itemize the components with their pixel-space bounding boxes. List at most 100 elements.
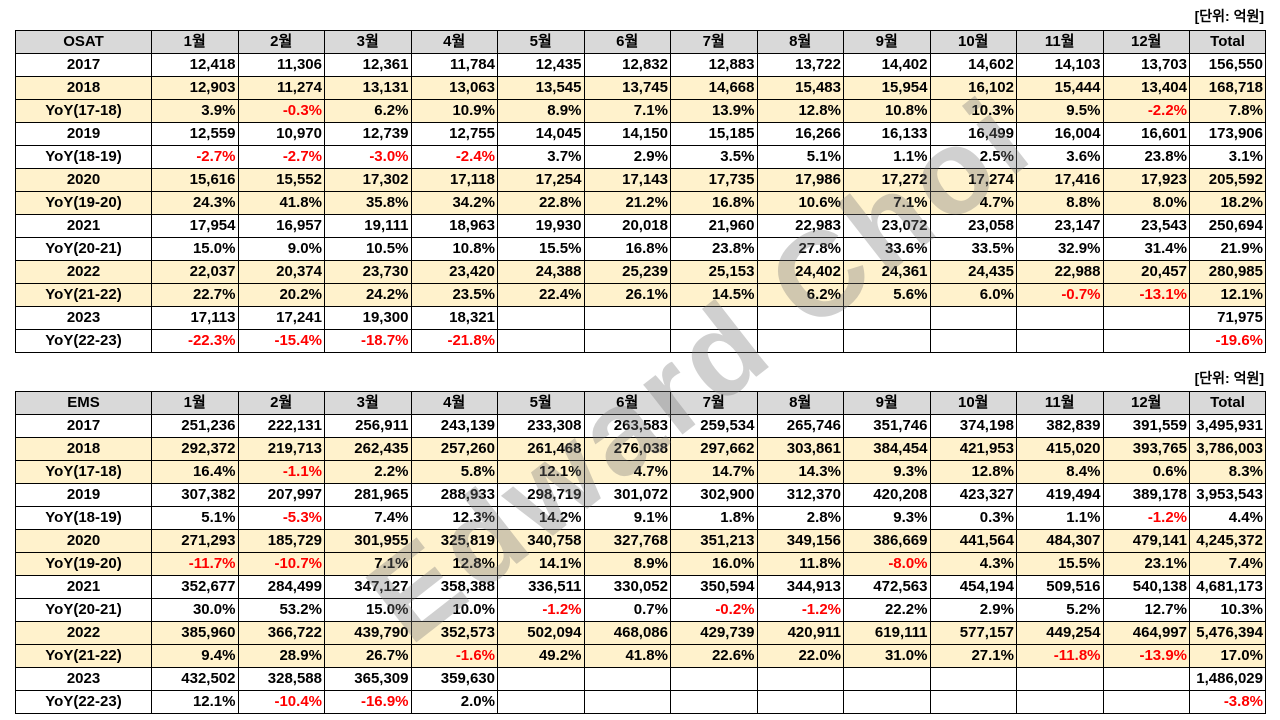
month-header: 10월 — [929, 391, 1017, 415]
table-cell: 14.5% — [670, 283, 758, 307]
table-cell — [670, 690, 758, 714]
table-cell — [583, 306, 671, 330]
table-cell: 21.9% — [1189, 237, 1266, 261]
table-cell: 280,985 — [1189, 260, 1266, 284]
table-cell: 21,960 — [670, 214, 758, 238]
table-cell — [929, 690, 1017, 714]
table-cell: 17,274 — [929, 168, 1017, 192]
table-cell — [843, 667, 931, 691]
table-cell: 15,954 — [843, 76, 931, 100]
table-cell: 327,768 — [583, 529, 671, 553]
row-label: YoY(20-21) — [15, 237, 152, 261]
table-cell: 281,965 — [324, 483, 412, 507]
table-cell: 9.5% — [1016, 99, 1104, 123]
table-cell: 49.2% — [497, 644, 585, 668]
table-cell: 3,495,931 — [1189, 414, 1266, 438]
table-cell — [1102, 329, 1190, 353]
table-row: 2019 307,382 207,997 281,965 288,933 298,719 3… — [15, 483, 1266, 507]
table-row: YoY(22-23) 12.1% -10.4% -16.9% 2.0% -3.8% — [15, 690, 1266, 714]
table-cell: 14,150 — [583, 122, 671, 146]
table-row: YoY(21-22) 9.4% 28.9% 26.7% -1.6% 49.2% 41.8% 2… — [15, 644, 1266, 668]
table-cell: 22.4% — [497, 283, 585, 307]
table-row: YoY(21-22) 22.7% 20.2% 24.2% 23.5% 22.4% 26.1%… — [15, 283, 1266, 307]
table-row: 2021 17,954 16,957 19,111 18,963 19,930 20,018… — [15, 214, 1266, 238]
table-cell: 472,563 — [843, 575, 931, 599]
table-cell: 5.1% — [756, 145, 844, 169]
table-cell: 21.2% — [583, 191, 671, 215]
table-cell: 24,402 — [756, 260, 844, 284]
table-cell: 423,327 — [929, 483, 1017, 507]
table-cell: 7.4% — [324, 506, 412, 530]
table-cell: 16,102 — [929, 76, 1017, 100]
table-cell: -0.2% — [670, 598, 758, 622]
table-cell: 12.7% — [1102, 598, 1190, 622]
row-label: 2018 — [15, 76, 152, 100]
month-header: 6월 — [583, 391, 671, 415]
table-cell: 33.6% — [843, 237, 931, 261]
table-cell: 23.8% — [670, 237, 758, 261]
table-cell: -8.0% — [843, 552, 931, 576]
table-cell: 420,208 — [843, 483, 931, 507]
table-cell: 185,729 — [237, 529, 325, 553]
row-label: 2022 — [15, 621, 152, 645]
table-cell: 7.8% — [1189, 99, 1266, 123]
table-cell: 11.8% — [756, 552, 844, 576]
table-cell: 16,266 — [756, 122, 844, 146]
table-cell: 2.8% — [756, 506, 844, 530]
table-cell: 25,153 — [670, 260, 758, 284]
month-header: 9월 — [843, 391, 931, 415]
month-header: 2월 — [237, 30, 325, 54]
table-cell: 15.5% — [497, 237, 585, 261]
table-cell: 22.7% — [151, 283, 239, 307]
osat-table: OSAT 1월 2월 3월 4월 5월 6월 7월 8월 9월 10월 11월 12월 Total 201… — [15, 30, 1266, 353]
table-cell: 17,416 — [1016, 168, 1104, 192]
row-label: YoY(19-20) — [15, 191, 152, 215]
table-cell: 15,444 — [1016, 76, 1104, 100]
table-cell: 4.7% — [929, 191, 1017, 215]
table-cell: -10.4% — [237, 690, 325, 714]
table-title: OSAT — [15, 30, 152, 54]
table-cell: 284,499 — [237, 575, 325, 599]
table-cell: 24.3% — [151, 191, 239, 215]
table-cell: 16,499 — [929, 122, 1017, 146]
month-header: 3월 — [324, 30, 412, 54]
table-row: 2017 12,418 11,306 12,361 11,784 12,435 12,832… — [15, 53, 1266, 77]
table-cell: 14,103 — [1016, 53, 1104, 77]
table-cell: 17,923 — [1102, 168, 1190, 192]
table-cell: -2.4% — [410, 145, 498, 169]
table-cell: 9.3% — [843, 460, 931, 484]
table-cell: 301,072 — [583, 483, 671, 507]
table-cell: 10.5% — [324, 237, 412, 261]
month-header: 12월 — [1102, 391, 1190, 415]
table-cell: 2.9% — [583, 145, 671, 169]
table-cell: 19,930 — [497, 214, 585, 238]
table-cell: 10.0% — [410, 598, 498, 622]
table-cell: 12.3% — [410, 506, 498, 530]
table-cell: 16.8% — [583, 237, 671, 261]
table-cell: 10.3% — [1189, 598, 1266, 622]
row-label: 2022 — [15, 260, 152, 284]
table-cell: 7.1% — [843, 191, 931, 215]
table-cell: 1.8% — [670, 506, 758, 530]
table-cell: 330,052 — [583, 575, 671, 599]
table-cell: 10.6% — [756, 191, 844, 215]
table-cell: 298,719 — [497, 483, 585, 507]
table-cell: 173,906 — [1189, 122, 1266, 146]
table-cell: -3.0% — [324, 145, 412, 169]
table-row: YoY(20-21) 30.0% 53.2% 15.0% 10.0% -1.2% 0.7% -… — [15, 598, 1266, 622]
table-cell: 12.8% — [756, 99, 844, 123]
header-row: EMS 1월 2월 3월 4월 5월 6월 7월 8월 9월 10월 11월 12월 Total — [15, 391, 1266, 415]
table-cell: 53.2% — [237, 598, 325, 622]
table-cell: 9.1% — [583, 506, 671, 530]
table-cell: 14,668 — [670, 76, 758, 100]
table-cell: 344,913 — [756, 575, 844, 599]
table-cell: 0.6% — [1102, 460, 1190, 484]
table-cell: -10.7% — [237, 552, 325, 576]
table-cell: 4.4% — [1189, 506, 1266, 530]
total-header: Total — [1189, 30, 1266, 54]
table-cell: 20,374 — [237, 260, 325, 284]
table-cell: 22.6% — [670, 644, 758, 668]
table-cell: 20.2% — [237, 283, 325, 307]
table-cell: 352,677 — [151, 575, 239, 599]
table-cell: 9.4% — [151, 644, 239, 668]
